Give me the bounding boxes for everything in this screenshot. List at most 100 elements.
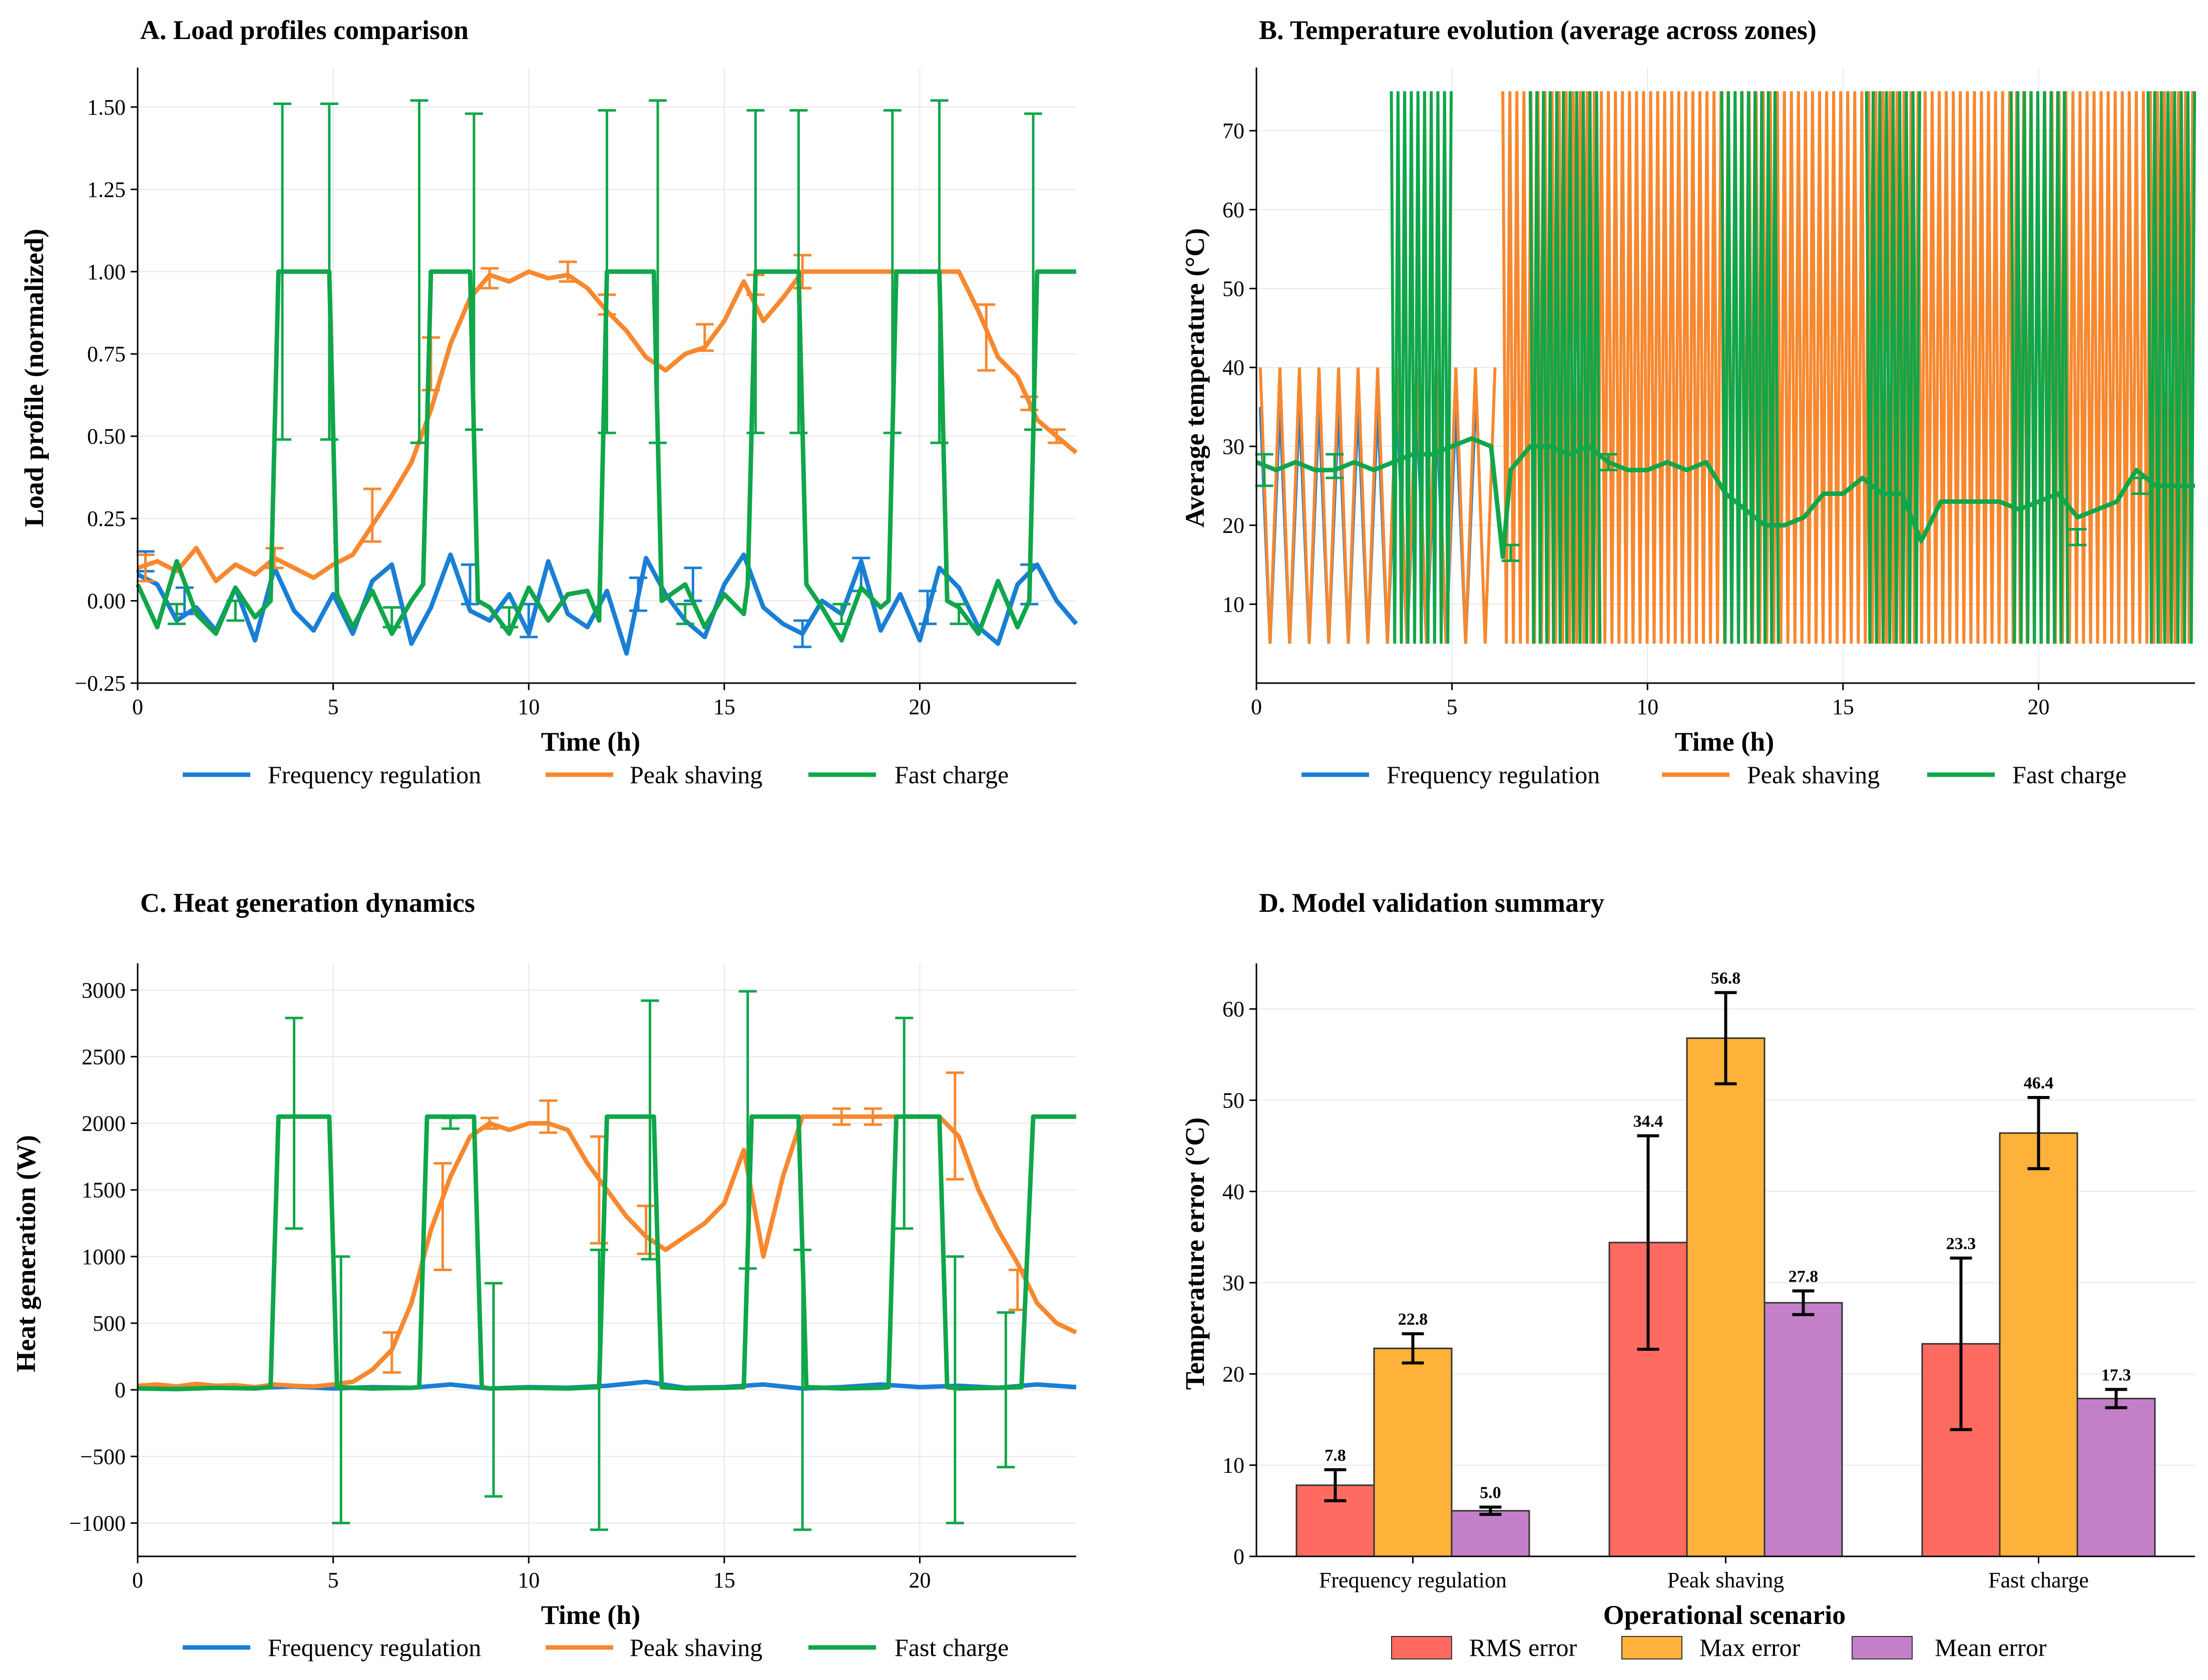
legend-swatch-mean-error — [1852, 1636, 1913, 1659]
bar-mean-error-fast-charge — [2076, 1398, 2156, 1557]
bar-mean-error-frequency-regulation — [1451, 1510, 1530, 1557]
x-tick-label-peak-shaving: Peak shaving — [1667, 1568, 1784, 1592]
panel-c-series — [137, 990, 1077, 1531]
legend-swatch-rms-error — [1391, 1636, 1452, 1659]
x-tick-label: 20 — [2028, 695, 2050, 719]
legend-label-frequency-regulation: Frequency regulation — [1387, 761, 1600, 789]
oscillation-band-fast-charge — [2146, 91, 2196, 644]
y-tick-label: 1.00 — [87, 260, 126, 284]
y-tick-label: 0.00 — [87, 589, 126, 614]
panel-d-xlabel: Operational scenario — [1603, 1600, 1846, 1630]
bar-value-label: 23.3 — [1946, 1235, 1976, 1253]
oscillation-band-fast-charge — [2009, 91, 2069, 644]
panel-c-xlabel: Time (h) — [541, 1600, 641, 1630]
y-tick-label: 0 — [1233, 1544, 1244, 1569]
y-tick-label: 30 — [1222, 434, 1244, 459]
panel-load-profiles: A. Load profiles comparison −0.25 0.00 0.2… — [19, 15, 1078, 789]
y-tick-label: 1000 — [82, 1245, 126, 1269]
y-tick-label: 30 — [1222, 1271, 1244, 1295]
y-tick-label: 500 — [93, 1311, 126, 1336]
legend-label-fast-charge: Fast charge — [895, 1633, 1009, 1661]
bar-value-label: 5.0 — [1480, 1484, 1501, 1502]
x-tick-label-fast-charge: Fast charge — [1988, 1568, 2089, 1592]
panel-b-xlabel: Time (h) — [1675, 727, 1775, 757]
panel-heat-generation: C. Heat generation dynamics −1000 −500 0 50… — [11, 888, 1077, 1661]
y-tick-label: −0.25 — [75, 671, 126, 696]
bar-value-label: 34.4 — [1633, 1112, 1663, 1131]
legend-label-mean-error: Mean error — [1935, 1633, 2047, 1661]
panel-c-legend: Frequency regulation Peak shaving Fast c… — [183, 1633, 1009, 1661]
panel-c-axes: −1000 −500 0 500 1000 1500 2000 2500 3000 0 5 10 15 2… — [69, 963, 1076, 1592]
y-tick-label: 20 — [1222, 1362, 1244, 1386]
y-tick-label: 50 — [1222, 1088, 1244, 1112]
x-tick-label-frequency-regulation: Frequency regulation — [1319, 1568, 1507, 1592]
panel-b-ylabel: Average temperature (°C) — [1180, 228, 1210, 527]
oscillation-band-peak-shaving — [1501, 91, 2194, 644]
panel-model-validation: D. Model validation summary 7.8 22.8 5.0 34… — [1180, 888, 2195, 1661]
panel-b-series — [1255, 91, 2196, 644]
y-tick-label: 20 — [1222, 513, 1244, 538]
series-line-fast-charge — [135, 269, 1076, 643]
bar-value-label: 46.4 — [2024, 1074, 2054, 1092]
legend-label-fast-charge: Fast charge — [2012, 761, 2126, 789]
series-line-frequency-regulation — [136, 552, 1078, 656]
x-tick-label: 15 — [713, 1568, 735, 1592]
bar-value-label: 17.3 — [2101, 1366, 2131, 1384]
y-tick-label: 40 — [1222, 1180, 1244, 1204]
x-tick-label: 0 — [132, 695, 143, 719]
legend-label-frequency-regulation: Frequency regulation — [268, 1633, 481, 1661]
oscillation-band-peak-shaving — [1258, 367, 1497, 644]
panel-c-title: C. Heat generation dynamics — [140, 888, 475, 918]
x-tick-label: 10 — [518, 1568, 540, 1592]
bar-max-error-frequency-regulation — [1373, 1347, 1453, 1557]
panel-a-ylabel: Load profile (normalized) — [19, 229, 49, 527]
legend-label-rms-error: RMS error — [1469, 1633, 1577, 1661]
y-tick-label: 2000 — [82, 1111, 126, 1136]
oscillation-band-fast-charge — [1720, 91, 1780, 644]
x-tick-label: 15 — [1832, 695, 1854, 719]
panel-a-axes: −0.25 0.00 0.25 0.50 0.75 1.00 1.25 1.50 0 5 10 15 2… — [75, 68, 1076, 719]
bar-mean-error-peak-shaving — [1763, 1302, 1843, 1557]
y-tick-label: 0.25 — [87, 506, 126, 531]
panel-c-ylabel: Heat generation (W) — [11, 1135, 41, 1372]
oscillation-band-fast-charge — [1528, 91, 1602, 644]
x-tick-label: 5 — [328, 695, 339, 719]
x-tick-label: 15 — [713, 695, 735, 719]
y-tick-label: 70 — [1222, 119, 1244, 143]
bar-value-label: 56.8 — [1711, 969, 1741, 987]
y-tick-label: 1500 — [82, 1178, 126, 1203]
y-tick-label: 40 — [1222, 355, 1244, 380]
bar-max-error-fast-charge — [1999, 1132, 2078, 1557]
x-tick-label: 0 — [132, 1568, 143, 1592]
x-tick-label: 20 — [909, 1568, 931, 1592]
y-tick-label: 0 — [115, 1378, 126, 1402]
bar-value-label: 27.8 — [1789, 1267, 1819, 1286]
panel-d-legend: RMS error Max error Mean error — [1391, 1633, 2047, 1661]
legend-label-peak-shaving: Peak shaving — [630, 1633, 762, 1661]
y-tick-label: 60 — [1222, 997, 1244, 1021]
panel-b-legend: Frequency regulation Peak shaving Fast c… — [1301, 761, 2126, 789]
panel-a-series — [135, 99, 1078, 656]
panel-a-title: A. Load profiles comparison — [140, 15, 469, 45]
y-tick-label: 1.25 — [87, 177, 126, 202]
legend-label-max-error: Max error — [1699, 1633, 1801, 1661]
y-tick-label: 1.50 — [87, 95, 126, 120]
x-tick-label: 0 — [1251, 695, 1262, 719]
y-tick-label: −1000 — [69, 1511, 126, 1535]
legend-label-peak-shaving: Peak shaving — [1747, 761, 1880, 789]
bar-value-label: 22.8 — [1398, 1310, 1428, 1329]
x-tick-label: 10 — [1636, 695, 1658, 719]
y-tick-label: 60 — [1222, 198, 1244, 222]
series-line-fast-charge — [1255, 436, 2195, 559]
y-tick-label: 0.50 — [87, 424, 126, 449]
y-tick-label: 10 — [1222, 1453, 1244, 1478]
y-tick-label: −500 — [80, 1444, 126, 1469]
x-tick-label: 10 — [518, 695, 540, 719]
oscillation-band-fast-charge — [1390, 91, 1453, 644]
legend-label-peak-shaving: Peak shaving — [630, 761, 762, 789]
legend-label-frequency-regulation: Frequency regulation — [268, 761, 481, 789]
bar-value-label: 7.8 — [1324, 1446, 1346, 1465]
panel-temperature-evolution: B. Temperature evolution (average across… — [1180, 15, 2196, 789]
panel-b-axes: 10 20 30 40 50 60 70 0 5 10 15 20 — [1222, 68, 2195, 719]
